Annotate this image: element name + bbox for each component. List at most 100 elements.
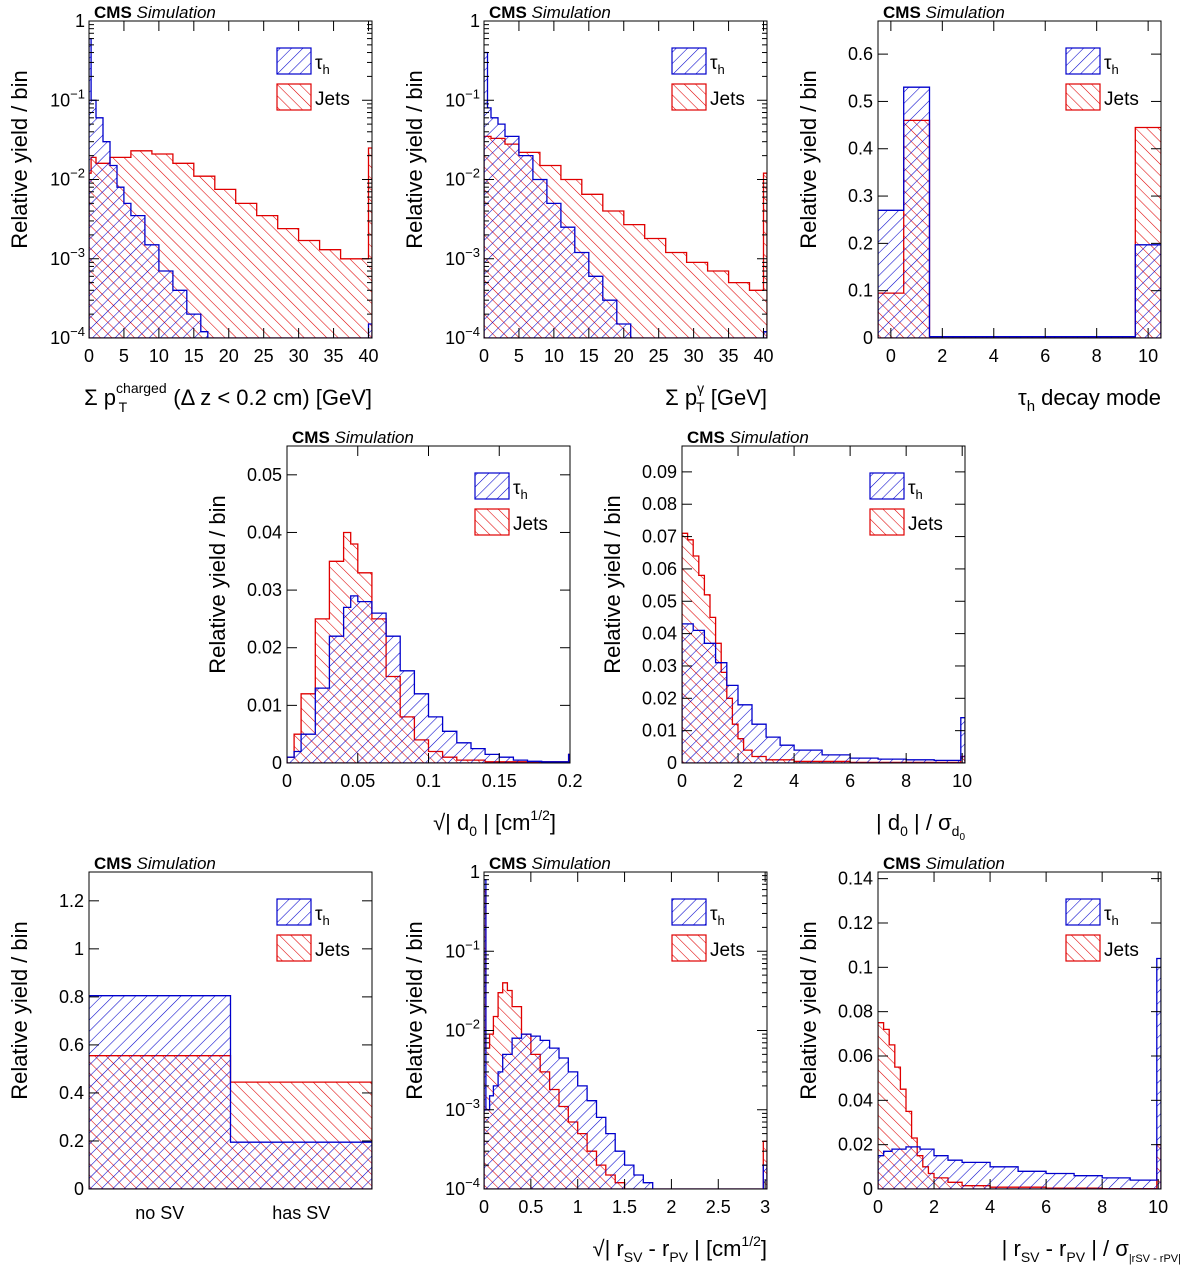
y-tick-label: 0.2 [848, 233, 873, 253]
cms-label: CMS Simulation [94, 3, 216, 22]
y-tick-label: 0.04 [642, 624, 677, 644]
panel-p6: 0 0.2 0.4 0.6 0.8 1 1.2 no SV has SV CMS Simulati… [7, 854, 373, 1223]
plot-area [878, 957, 1161, 1189]
y-tick-label: 0.03 [642, 656, 677, 676]
legend-swatch-tau [474, 472, 510, 500]
y-axis-label: Relative yield / bin [402, 70, 427, 249]
plot-area [287, 531, 570, 763]
y-tick-label: 1.2 [59, 891, 84, 911]
panel-p3: 0 0.1 0.2 0.3 0.4 0.5 0.6 0 2 4 6 8 10 CMS Simulation… [796, 3, 1162, 415]
cms-label: CMS Simulation [292, 428, 414, 447]
y-tick-label: 0.4 [59, 1083, 84, 1103]
y-tick-label: 0.1 [848, 281, 873, 301]
x-tick-label: 2 [937, 346, 947, 366]
x-tick-label: 0 [84, 346, 94, 366]
plot-frame [877, 20, 1162, 339]
y-tick-label: 10−1 [445, 937, 480, 961]
legend-swatch-tau [276, 47, 312, 75]
legend-label-jets: Jets [1104, 940, 1139, 961]
x-tick-label: 20 [219, 346, 239, 366]
x-tick-label: 0 [873, 1197, 883, 1217]
y-tick-label: 0.03 [247, 580, 282, 600]
y-tick-label: 10−3 [445, 1096, 480, 1120]
plot-area [484, 879, 767, 1189]
x-tick-label: 0.05 [340, 771, 375, 791]
x-tick-label: 0 [886, 346, 896, 366]
legend-swatch-jets [474, 508, 510, 536]
y-axis-label: Relative yield / bin [402, 921, 427, 1100]
legend-label-tau: τh [710, 904, 725, 928]
x-tick-label: 15 [184, 346, 204, 366]
x-tick-label: 3 [760, 1197, 770, 1217]
y-tick-label: 0.01 [642, 721, 677, 741]
legend-label-tau: τh [1104, 904, 1119, 928]
series-tau-hist [878, 957, 1161, 1189]
legend-label-tau: τh [710, 53, 725, 77]
x-tick-label: 2.5 [706, 1197, 731, 1217]
panel-p8: 0 0.02 0.04 0.06 0.08 0.1 0.12 0.14 0 2 4 6 8 10 CMS S… [796, 854, 1181, 1265]
plot-area [89, 37, 372, 338]
legend-swatch-jets [1065, 83, 1101, 111]
y-tick-label: 0.14 [838, 869, 873, 889]
y-tick-label: 10−2 [445, 166, 480, 190]
x-tick-label: 8 [1097, 1197, 1107, 1217]
x-tick-label: 6 [1041, 1197, 1051, 1217]
y-tick-label: 10−4 [445, 1175, 480, 1199]
y-tick-label: 10−2 [445, 1017, 480, 1041]
y-tick-label: 0.01 [247, 695, 282, 715]
legend-swatch-tau [671, 898, 707, 926]
y-tick-label: 0.05 [247, 465, 282, 485]
series-tau-hist [484, 51, 767, 338]
legend-swatch-tau [869, 472, 905, 500]
y-tick-label: 0.06 [838, 1046, 873, 1066]
x-tick-label: 0 [677, 771, 687, 791]
x-axis-label: √| rSV - rPV | [cm1/2] [593, 1233, 767, 1265]
y-tick-label: 1 [74, 939, 84, 959]
legend-swatch-jets [276, 83, 312, 111]
x-tick-label: 6 [845, 771, 855, 791]
y-axis-label: Relative yield / bin [796, 70, 821, 249]
y-tick-label: 0.4 [848, 139, 873, 159]
x-tick-label: 2 [929, 1197, 939, 1217]
x-category-label: no SV [135, 1203, 184, 1223]
panel-p4: 0 0.01 0.02 0.03 0.04 0.05 0 0.05 0.1 0.15 0.2 CMS … [205, 428, 583, 839]
y-axis-label: Relative yield / bin [7, 70, 32, 249]
series-tau-hist [89, 995, 372, 1189]
legend-swatch-tau [671, 47, 707, 75]
y-tick-label: 0 [863, 328, 873, 348]
legend-swatch-tau [1065, 898, 1101, 926]
plot-frame [681, 445, 966, 764]
x-tick-label: 0 [479, 1197, 489, 1217]
y-tick-label: 0.05 [642, 591, 677, 611]
y-tick-label: 0.08 [642, 494, 677, 514]
y-axis-label: Relative yield / bin [600, 495, 625, 674]
x-tick-label: 4 [789, 771, 799, 791]
x-tick-label: 20 [614, 346, 634, 366]
legend-swatch-jets [869, 508, 905, 536]
legend-label-jets: Jets [315, 940, 350, 961]
x-tick-label: 30 [684, 346, 704, 366]
series-tau-hist [878, 86, 1161, 338]
plot-area [878, 86, 1161, 338]
x-tick-label: 4 [985, 1197, 995, 1217]
y-tick-label: 0.2 [59, 1131, 84, 1151]
x-tick-label: 2 [666, 1197, 676, 1217]
legend-label-jets: Jets [513, 514, 548, 535]
y-tick-label: 1 [75, 11, 85, 31]
x-category-label: has SV [272, 1203, 330, 1223]
series-tau-hist [682, 623, 965, 763]
y-tick-label: 0.8 [59, 987, 84, 1007]
legend-label-jets: Jets [710, 940, 745, 961]
x-tick-label: 0.1 [416, 771, 441, 791]
plot-area [682, 532, 965, 763]
x-tick-label: 25 [254, 346, 274, 366]
x-tick-label: 5 [514, 346, 524, 366]
x-tick-label: 15 [579, 346, 599, 366]
y-tick-label: 0.1 [848, 957, 873, 977]
x-tick-label: 6 [1040, 346, 1050, 366]
x-tick-label: 25 [649, 346, 669, 366]
y-axis-label: Relative yield / bin [7, 921, 32, 1100]
